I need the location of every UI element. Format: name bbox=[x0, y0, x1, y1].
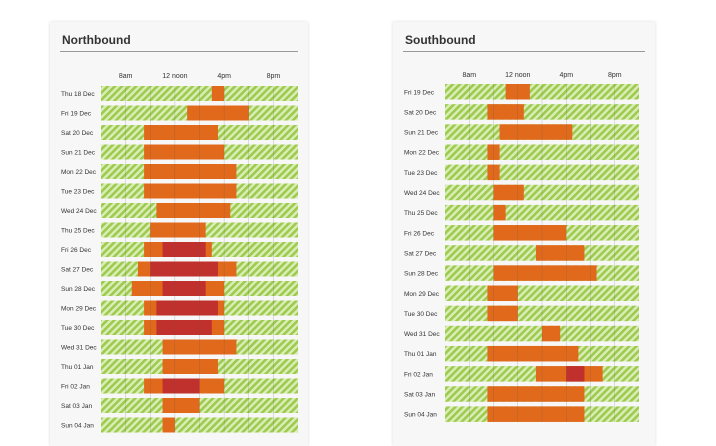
row-date-label: Fri 19 Dec bbox=[404, 89, 435, 96]
row-date-label: Sat 27 Dec bbox=[61, 267, 94, 274]
very-busy-period-bar bbox=[162, 281, 206, 296]
row-date-label: Thu 25 Dec bbox=[61, 228, 95, 235]
row-date-label: Sun 28 Dec bbox=[61, 286, 96, 293]
very-busy-period-bar bbox=[150, 261, 218, 277]
very-busy-period-bar bbox=[156, 300, 218, 316]
row-date-label: Sun 04 Jan bbox=[404, 412, 437, 419]
busy-period-bar bbox=[162, 339, 237, 355]
row-date-label: Fri 26 Dec bbox=[61, 247, 92, 254]
quiet-period-bar bbox=[445, 84, 639, 100]
busy-period-bar bbox=[211, 86, 225, 101]
row-date-label: Wed 24 Dec bbox=[61, 208, 97, 215]
x-tick-label: 12 noon bbox=[162, 73, 187, 80]
row-date-label: Wed 24 Dec bbox=[404, 190, 440, 197]
row-date-label: Sat 20 Dec bbox=[61, 130, 94, 137]
busy-period-bar bbox=[493, 225, 567, 241]
row-date-label: Fri 26 Dec bbox=[404, 230, 435, 237]
row-date-label: Mon 22 Dec bbox=[404, 150, 440, 157]
row-date-label: Fri 19 Dec bbox=[61, 111, 92, 118]
row-date-label: Fri 02 Jan bbox=[404, 371, 433, 378]
row-date-label: Sat 03 Jan bbox=[404, 392, 435, 399]
row-date-label: Tue 23 Dec bbox=[404, 170, 438, 177]
x-tick-label: 4pm bbox=[559, 72, 573, 79]
row-date-label: Sun 21 Dec bbox=[61, 150, 96, 157]
row-date-label: Tue 30 Dec bbox=[404, 311, 438, 318]
southbound-panel: Southbound 8am 12 noon 4pm 8pm Fri 19 Dec Sat… bbox=[393, 22, 655, 446]
x-tick-label: 4pm bbox=[217, 73, 231, 80]
very-busy-period-bar bbox=[162, 378, 200, 394]
row-date-label: Wed 31 Dec bbox=[61, 345, 97, 352]
x-tick-label: 8pm bbox=[608, 72, 622, 79]
busy-period-bar bbox=[162, 398, 200, 413]
busy-period-bar bbox=[162, 359, 218, 374]
busy-period-bar bbox=[144, 164, 237, 179]
busy-period-bar bbox=[493, 184, 524, 201]
panel-title: Northbound bbox=[62, 33, 131, 47]
x-tick-label: 8am bbox=[119, 73, 133, 80]
busy-period-bar bbox=[487, 164, 500, 181]
x-tick-label: 8am bbox=[462, 72, 476, 79]
busy-period-bar bbox=[487, 345, 579, 362]
row-date-label: Sun 04 Jan bbox=[61, 423, 94, 430]
row-date-label: Thu 18 Dec bbox=[61, 91, 95, 98]
row-date-label: Tue 23 Dec bbox=[61, 189, 95, 196]
row-date-label: Mon 29 Dec bbox=[404, 291, 440, 298]
very-busy-period-bar bbox=[162, 242, 206, 257]
busy-period-bar bbox=[493, 265, 597, 281]
busy-period-bar bbox=[487, 305, 518, 322]
row-date-label: Sat 27 Dec bbox=[404, 250, 437, 257]
busy-period-bar bbox=[487, 386, 585, 402]
row-date-label: Fri 02 Jan bbox=[61, 384, 90, 391]
busy-period-bar bbox=[535, 245, 585, 261]
x-tick-label: 8pm bbox=[267, 73, 281, 80]
busy-period-bar bbox=[162, 417, 175, 433]
row-date-label: Tue 30 Dec bbox=[61, 325, 95, 332]
row-date-label: Sat 20 Dec bbox=[404, 109, 437, 116]
row-date-label: Mon 29 Dec bbox=[61, 306, 97, 313]
southbound-chart: 8am 12 noon 4pm 8pm Fri 19 Dec Sat 20 Dec Sun … bbox=[404, 72, 639, 422]
busy-period-bar bbox=[487, 104, 524, 120]
northbound-panel: Northbound 8am 12 noon 4pm 8pm Thu 18 Dec Fri… bbox=[50, 22, 308, 446]
busy-period-bar bbox=[156, 203, 231, 218]
title-divider bbox=[60, 51, 298, 52]
northbound-chart: 8am 12 noon 4pm 8pm Thu 18 Dec Fri 19 Dec Sat … bbox=[61, 73, 298, 433]
row-date-label: Thu 25 Dec bbox=[404, 210, 438, 217]
busy-period-bar bbox=[499, 124, 573, 140]
row-date-label: Sat 03 Jan bbox=[61, 403, 92, 410]
quiet-period-bar bbox=[101, 417, 298, 433]
busy-period-bar bbox=[144, 125, 218, 140]
busy-period-bar bbox=[150, 222, 206, 238]
busy-period-bar bbox=[187, 105, 249, 121]
very-busy-period-bar bbox=[156, 320, 212, 335]
busy-period-bar bbox=[487, 285, 518, 301]
row-date-label: Thu 01 Jan bbox=[61, 364, 94, 371]
row-date-label: Mon 22 Dec bbox=[61, 169, 97, 176]
panel-title: Southbound bbox=[405, 33, 476, 47]
row-date-label: Wed 31 Dec bbox=[404, 331, 440, 338]
busy-period-bar bbox=[487, 144, 500, 160]
quiet-period-bar bbox=[101, 86, 298, 101]
title-divider bbox=[403, 51, 645, 52]
row-date-label: Thu 01 Jan bbox=[404, 351, 437, 358]
busy-period-bar bbox=[505, 84, 530, 100]
busy-period-bar bbox=[493, 204, 506, 221]
row-date-label: Sun 21 Dec bbox=[404, 130, 439, 137]
busy-period-bar bbox=[487, 406, 585, 422]
busy-period-bar bbox=[542, 325, 561, 342]
busy-period-bar bbox=[144, 183, 237, 199]
row-date-label: Sun 28 Dec bbox=[404, 271, 439, 278]
very-busy-period-bar bbox=[566, 366, 585, 382]
x-tick-label: 12 noon bbox=[505, 72, 530, 79]
busy-period-bar bbox=[144, 144, 225, 160]
